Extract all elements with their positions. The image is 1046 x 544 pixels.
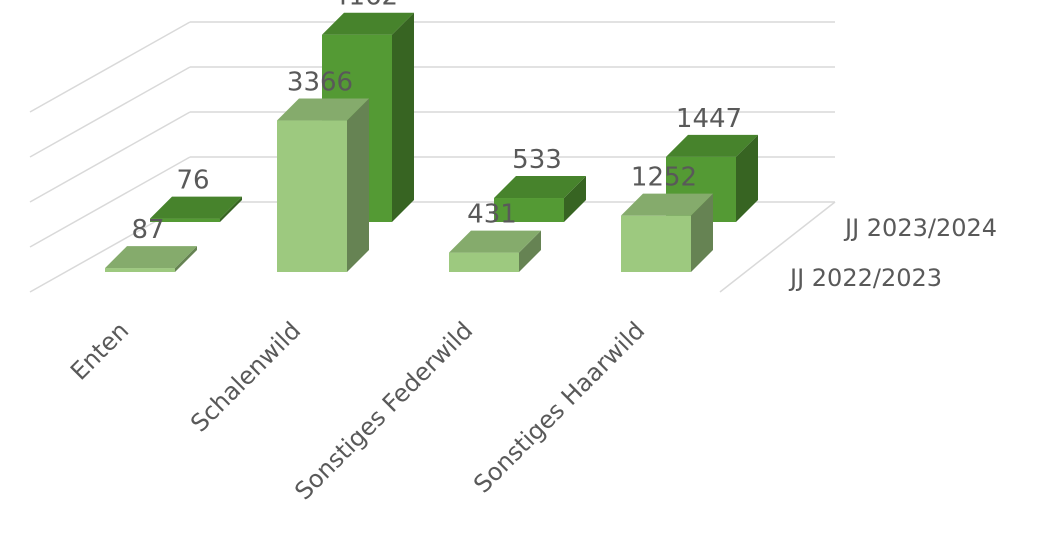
data-label-0-3: 1252 bbox=[631, 163, 697, 193]
bar-top-0-1 bbox=[277, 98, 369, 121]
series-label-0: JJ 2022/2023 bbox=[788, 264, 942, 292]
bar-side-0-1 bbox=[347, 98, 369, 272]
data-label-0-2: 431 bbox=[467, 200, 517, 230]
bar-top-1-2 bbox=[494, 176, 586, 199]
data-label-1-2: 533 bbox=[512, 145, 562, 175]
bar-top-0-2 bbox=[449, 230, 541, 253]
floor-edge bbox=[719, 201, 836, 293]
bar-side-1-0 bbox=[220, 196, 242, 222]
bar-side-0-0 bbox=[175, 246, 197, 272]
data-label-1-3: 1447 bbox=[676, 104, 742, 134]
category-label-0: Enten bbox=[65, 316, 134, 385]
bar-front-0-3 bbox=[621, 215, 691, 272]
bar-top-0-3 bbox=[621, 193, 713, 216]
bar-top-1-3 bbox=[666, 134, 758, 157]
bar-top-1-1 bbox=[322, 12, 414, 35]
data-label-1-1: 4162 bbox=[332, 0, 398, 12]
category-label-1: Schalenwild bbox=[185, 316, 306, 437]
bar-top-0-0 bbox=[105, 246, 197, 269]
bar-side-0-3 bbox=[691, 193, 713, 272]
bar-top-1-0 bbox=[150, 196, 242, 219]
data-label-0-1: 3366 bbox=[287, 68, 353, 98]
chart-bars bbox=[105, 12, 758, 272]
category-label-3: Sonstiges Haarwild bbox=[468, 316, 650, 498]
grid-line-side bbox=[29, 156, 191, 248]
series-label-1: JJ 2023/2024 bbox=[843, 214, 997, 242]
bar-front-1-2 bbox=[494, 198, 564, 222]
bar-side-1-3 bbox=[736, 134, 758, 222]
grid-line-side bbox=[29, 111, 191, 203]
bar-side-1-2 bbox=[564, 176, 586, 222]
bar-front-0-1 bbox=[277, 120, 347, 272]
bar-front-1-0 bbox=[150, 218, 220, 222]
data-label-0-0: 87 bbox=[131, 215, 164, 245]
bar-side-0-2 bbox=[519, 230, 541, 272]
category-label-2: Sonstiges Federwild bbox=[289, 316, 478, 505]
grid-line-side bbox=[29, 66, 191, 158]
bar-front-0-2 bbox=[449, 252, 519, 272]
grid-line-side bbox=[29, 21, 191, 113]
bar-front-0-0 bbox=[105, 268, 175, 272]
bar-side-1-1 bbox=[392, 12, 414, 222]
data-label-1-0: 76 bbox=[176, 166, 209, 196]
